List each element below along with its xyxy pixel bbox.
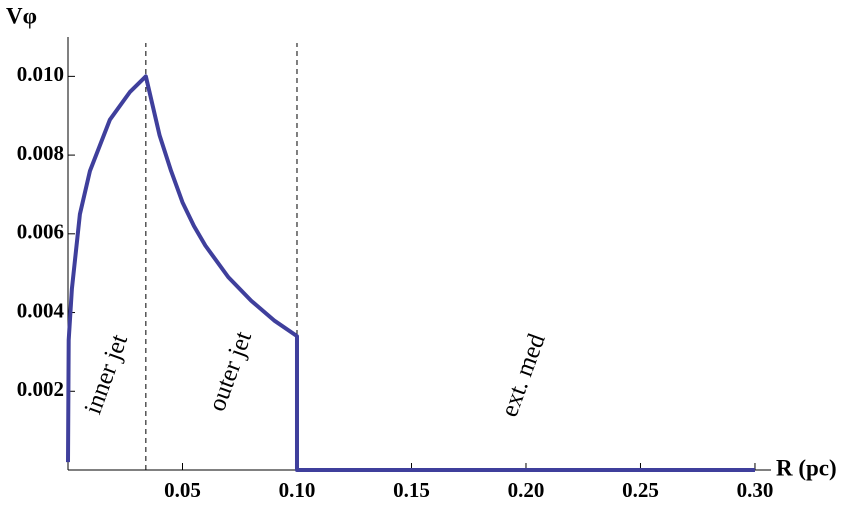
x-tick-label: 0.25: [622, 478, 659, 502]
data-line: [66, 74, 755, 472]
region-label: ext. med: [496, 330, 551, 421]
x-axis-label: R (pc): [776, 455, 837, 480]
region-label: inner jet: [80, 331, 134, 418]
y-tick-label: 0.006: [17, 220, 64, 244]
x-tick-label: 0.30: [737, 478, 774, 502]
x-tick-label: 0.10: [279, 478, 316, 502]
y-tick-label: 0.002: [17, 377, 64, 401]
y-axis-label: Vφ: [6, 3, 37, 28]
x-tick-label: 0.05: [164, 478, 201, 502]
y-tick-label: 0.004: [17, 298, 65, 322]
y-tick-label: 0.010: [17, 62, 64, 86]
region-label: outer jet: [204, 328, 258, 415]
x-tick-label: 0.15: [393, 478, 430, 502]
x-tick-label: 0.20: [508, 478, 545, 502]
y-tick-label: 0.008: [17, 141, 64, 165]
